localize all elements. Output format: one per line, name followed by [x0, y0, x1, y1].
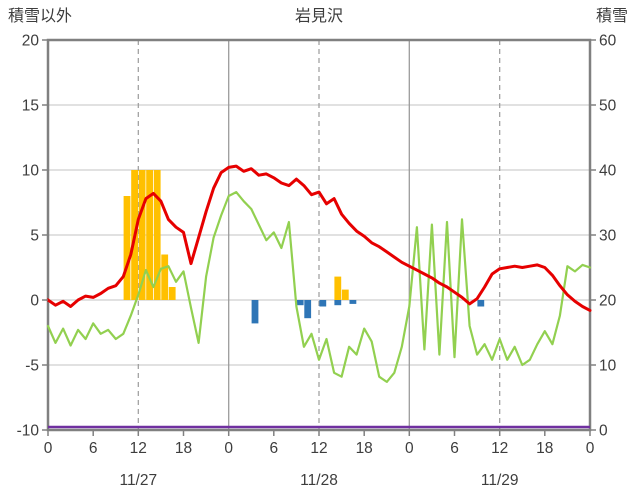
x-axis-date-label: 11/28	[300, 472, 338, 489]
x-axis-hour-label: 0	[586, 440, 595, 457]
left-axis-tick-label: 10	[22, 163, 40, 180]
precipitation-bar	[168, 287, 176, 300]
right-axis-tick-label: 20	[599, 293, 617, 310]
precipitation-bar	[341, 289, 349, 300]
negative-value-bar	[304, 300, 312, 319]
x-axis-hour-label: 0	[405, 440, 414, 457]
x-axis-hour-label: 12	[491, 440, 508, 457]
left-axis-tick-label: 15	[22, 98, 39, 115]
right-axis-tick-label: 60	[599, 33, 617, 50]
green-series-line	[46, 191, 592, 383]
x-axis-hour-label: 18	[175, 440, 192, 457]
right-axis-tick-label: 0	[599, 423, 608, 440]
precipitation-bar	[123, 196, 131, 300]
x-axis-hour-label: 18	[356, 440, 373, 457]
left-axis-tick-label: 20	[22, 33, 40, 50]
x-axis-date-label: 11/27	[119, 472, 157, 489]
negative-value-bar	[477, 300, 485, 307]
chart-title: 岩見沢	[295, 7, 343, 25]
right-axis-title: 積雪	[596, 7, 628, 25]
left-axis-title: 積雪以外	[8, 7, 72, 25]
left-axis-tick-label: -10	[17, 423, 40, 440]
x-axis-hour-label: 6	[89, 440, 98, 457]
precipitation-bar	[146, 170, 153, 300]
negative-value-bar	[334, 300, 342, 306]
right-axis-tick-label: 40	[599, 163, 617, 180]
left-axis-tick-label: -5	[25, 358, 39, 375]
negative-value-bar	[296, 300, 304, 306]
x-axis-hour-label: 0	[224, 440, 233, 457]
x-axis-hour-label: 18	[536, 440, 553, 457]
x-axis-hour-label: 12	[310, 440, 327, 457]
precipitation-bar	[138, 170, 146, 300]
negative-value-bar	[319, 300, 327, 307]
precipitation-bar	[334, 276, 342, 300]
x-axis-hour-label: 12	[130, 440, 147, 457]
precipitation-bar	[153, 170, 161, 300]
negative-value-bar	[349, 300, 357, 304]
left-axis-tick-label: 5	[30, 228, 39, 245]
x-axis-date-label: 11/29	[481, 472, 519, 489]
right-axis-tick-label: 10	[599, 358, 617, 375]
negative-value-bar	[251, 300, 259, 324]
x-axis-hour-label: 6	[450, 440, 459, 457]
x-axis-hour-label: 0	[44, 440, 53, 457]
right-axis-tick-label: 50	[599, 98, 617, 115]
precipitation-bar	[161, 254, 169, 300]
left-axis-tick-label: 0	[30, 293, 39, 310]
x-axis-hour-label: 6	[269, 440, 278, 457]
temperature-line	[46, 164, 592, 312]
right-axis-tick-label: 30	[599, 228, 617, 245]
